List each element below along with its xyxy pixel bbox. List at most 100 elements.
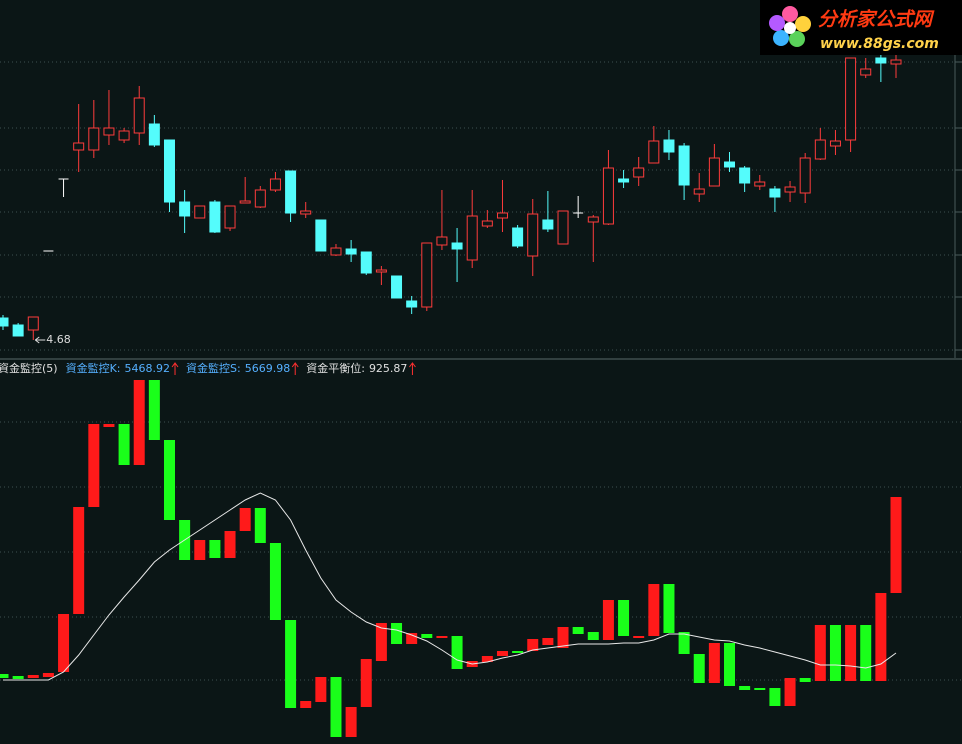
indicator-bar <box>860 625 872 681</box>
indicator-bar <box>663 584 675 633</box>
indicator-bar <box>557 627 569 648</box>
indicator-bar <box>133 380 145 465</box>
indicator-bar <box>799 678 811 682</box>
candle-body <box>724 161 736 168</box>
candle-body <box>285 170 297 214</box>
low-label: 4.68 <box>46 333 71 346</box>
candle-body <box>557 210 569 245</box>
indicator-bar <box>12 676 24 679</box>
candle-body <box>12 324 24 337</box>
candle-body <box>88 127 100 151</box>
indicator-bar <box>814 625 826 681</box>
indicator-bar <box>406 633 418 644</box>
candle-body <box>103 127 115 136</box>
indicator-bar <box>496 651 508 656</box>
candle-body <box>829 140 841 147</box>
candle-body <box>663 139 675 153</box>
candle-body <box>330 247 342 256</box>
candle-body <box>754 181 766 187</box>
indicator-bar <box>708 643 720 683</box>
watermark: 分析家公式网 www.88gs.com <box>760 0 962 55</box>
candle-body <box>481 220 493 227</box>
indicator-bar <box>118 424 130 465</box>
indicator-bar <box>739 686 751 690</box>
indicator-bar <box>875 593 887 681</box>
candle-body <box>602 167 614 225</box>
candle-body <box>436 236 448 246</box>
candle-body <box>345 248 357 255</box>
candle-body <box>73 142 85 151</box>
indicator-bar <box>724 643 736 686</box>
petal <box>769 15 785 31</box>
candle-body <box>300 210 312 215</box>
candle-body <box>814 139 826 160</box>
candle-body <box>648 140 660 164</box>
candle-body <box>194 205 206 219</box>
petal <box>795 16 811 32</box>
indicator-bar <box>784 678 796 706</box>
candle-body <box>239 200 251 204</box>
candle-body <box>466 215 478 261</box>
readout-name: 資金監控S: <box>186 361 241 375</box>
candle-body <box>118 130 130 141</box>
candle-body <box>133 97 145 134</box>
candle-body <box>739 167 751 184</box>
indicator-bar <box>315 677 327 702</box>
indicator-bar <box>678 632 690 654</box>
annotation-arrowhead <box>34 336 40 344</box>
candle-body <box>179 201 191 217</box>
candle-body <box>406 300 418 308</box>
indicator-bar <box>163 440 175 520</box>
candle-body <box>587 216 599 223</box>
candle-body <box>875 57 887 64</box>
candle-body <box>224 205 236 229</box>
indicator-bar <box>148 380 160 440</box>
candle-body <box>375 269 387 273</box>
indicator-bar <box>239 508 251 531</box>
petal <box>789 31 805 47</box>
indicator-bar <box>27 675 39 678</box>
indicator-bar <box>421 634 433 638</box>
candle-body <box>269 178 281 191</box>
indicator-bar <box>693 654 705 683</box>
candle-body <box>799 157 811 194</box>
readout-name: 資金監控K: <box>66 361 121 375</box>
indicator-bar <box>269 543 281 620</box>
indicator-title: 資金監控(5) <box>0 361 58 375</box>
petal <box>773 30 789 46</box>
indicator-bar <box>512 651 524 653</box>
candle-body <box>542 219 554 230</box>
indicator-bar <box>73 507 85 614</box>
indicator-bar <box>209 540 221 558</box>
candle-body <box>27 316 39 331</box>
candle-body <box>860 68 872 76</box>
indicator-bar <box>436 636 448 638</box>
indicator-bar <box>375 623 387 661</box>
readout-name: 資金平衡位: <box>306 361 365 375</box>
candle-body <box>708 157 720 187</box>
candle-body <box>254 189 266 208</box>
candle-body <box>618 178 630 183</box>
candle-body <box>163 139 175 203</box>
candle-body <box>527 213 539 257</box>
indicator-bar <box>345 707 357 737</box>
indicator-bar <box>300 701 312 708</box>
indicator-bar <box>330 677 342 737</box>
indicator-bar <box>602 600 614 640</box>
indicator-bar <box>254 508 266 543</box>
indicator-bar <box>451 636 463 669</box>
petal <box>782 6 798 22</box>
indicator-bar <box>754 688 766 690</box>
indicator-bar <box>285 620 297 708</box>
candle-body <box>0 317 9 327</box>
indicator-bar <box>587 632 599 640</box>
indicator-bar <box>542 638 554 645</box>
indicator-bar <box>391 623 403 644</box>
indicator-bar <box>360 659 372 707</box>
candle-body <box>391 275 403 299</box>
indicator-bar <box>481 656 493 662</box>
indicator-bar <box>845 625 857 681</box>
